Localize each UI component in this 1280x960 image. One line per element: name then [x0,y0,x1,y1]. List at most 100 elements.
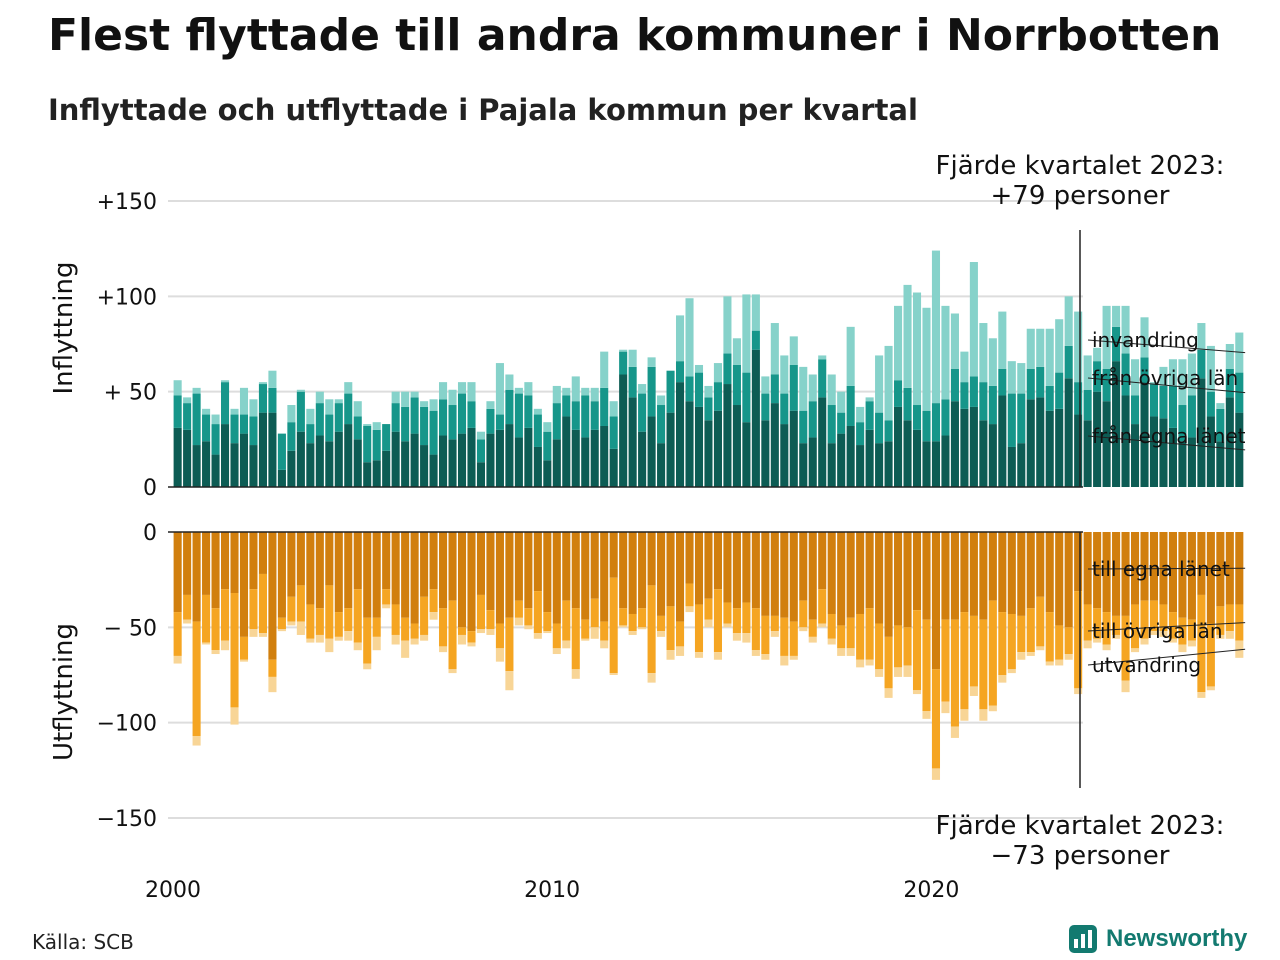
bar-out-s0 [837,532,846,626]
bar-out-s0 [514,532,523,601]
bar-in-s0 [751,349,760,487]
bar-in-s0 [590,429,599,487]
bar-out-s2 [675,646,685,656]
bar-out-s2 [1235,640,1244,658]
bar-in-s0 [258,412,267,487]
bar-in-s1 [1187,395,1196,438]
series-leader-line [1087,622,1246,632]
bar-in-s2 [1178,359,1187,406]
bar-in-s2 [410,391,419,398]
bar-out-s2 [220,640,230,651]
bar-out-s0 [552,532,561,624]
bar-in-s1 [931,403,941,442]
bar-in-s2 [590,387,599,402]
bar-in-s1 [1074,382,1083,415]
newsworthy-logo-icon [1069,925,1097,953]
bar-out-s0 [609,532,618,578]
bar-in-s2 [325,399,334,415]
bar-out-s0 [1064,532,1073,628]
bar-out-s2 [192,736,201,746]
bar-out-s2 [325,638,334,653]
bar-in-s0 [818,397,827,487]
bar-in-s0 [581,437,590,487]
bar-in-s1 [1206,391,1215,417]
bar-in-s1 [751,330,760,350]
bar-in-s1 [846,385,855,426]
bar-in-s2 [704,385,713,398]
bar-in-s1 [884,420,893,442]
bar-out-s2 [1045,661,1054,666]
bar-out-s0 [173,532,182,613]
bar-out-s2 [258,633,267,637]
bar-out-s0 [704,532,713,599]
bar-in-s0 [1074,414,1083,487]
bar-out-s1 [277,617,286,630]
bar-out-s2 [732,633,741,641]
bar-out-s2 [903,665,912,677]
bar-in-s0 [1055,408,1064,487]
bar-in-s1 [344,393,353,425]
bar-out-s2 [894,667,903,677]
bar-in-s2 [675,315,685,362]
bar-out-s0 [619,532,628,609]
bar-out-s1 [713,589,722,653]
bar-out-s0 [1026,532,1035,609]
bar-in-s1 [448,405,457,440]
bar-out-s0 [713,532,722,590]
bar-in-s0 [315,435,324,487]
bar-out-s1 [1168,612,1177,639]
bar-out-s1 [770,615,779,632]
bar-in-s0 [268,412,277,487]
bar-out-s1 [306,604,315,639]
bar-in-s0 [306,443,315,487]
bar-out-s1 [1007,613,1016,670]
bar-out-s2 [761,654,770,660]
bar-out-s2 [818,623,827,628]
bar-in-s1 [239,414,249,434]
bar-in-s0 [922,441,931,487]
bar-out-s0 [969,532,978,616]
bar-out-s1 [1149,600,1159,632]
bar-out-s1 [1140,600,1149,639]
bar-in-s2 [268,370,277,388]
bar-in-s0 [202,441,211,487]
bar-out-s1 [581,619,590,639]
bar-in-s1 [173,395,182,428]
bar-in-s2 [1036,328,1045,367]
bar-out-s1 [296,585,305,622]
bar-out-s1 [1045,612,1054,662]
bar-in-s0 [732,405,741,487]
bar-out-s1 [931,669,941,769]
bar-in-s1 [306,424,315,444]
bar-out-s1 [1026,608,1035,653]
series-leader-line [1087,377,1246,394]
bar-in-s1 [912,405,922,430]
bar-in-s0 [960,408,969,487]
bar-in-s1 [628,366,637,398]
bar-out-s1 [628,613,637,632]
bar-out-s1 [543,612,552,632]
bar-in-s0 [571,429,580,487]
bar-out-s2 [439,646,448,653]
bar-out-s2 [1187,640,1196,647]
bar-out-s2 [183,619,192,624]
bar-in-s2 [865,397,874,402]
bar-in-s2 [258,382,267,385]
bar-out-s1 [837,625,846,649]
bar-in-s0 [619,374,628,487]
bar-in-s1 [325,414,334,442]
bar-out-s1 [495,623,504,649]
bar-out-s2 [363,663,372,670]
bar-in-s1 [486,408,495,434]
bar-out-s0 [998,532,1007,613]
bar-out-s1 [448,600,457,670]
bar-out-s1 [429,589,438,613]
series-label: från övriga län [1092,366,1238,390]
bar-in-s2 [1130,359,1140,396]
bar-out-s0 [183,532,192,595]
bar-in-s0 [609,448,618,487]
bar-in-s0 [410,433,419,487]
bar-out-s0 [287,532,296,597]
bar-in-s1 [230,414,239,444]
bar-out-s0 [903,532,912,628]
